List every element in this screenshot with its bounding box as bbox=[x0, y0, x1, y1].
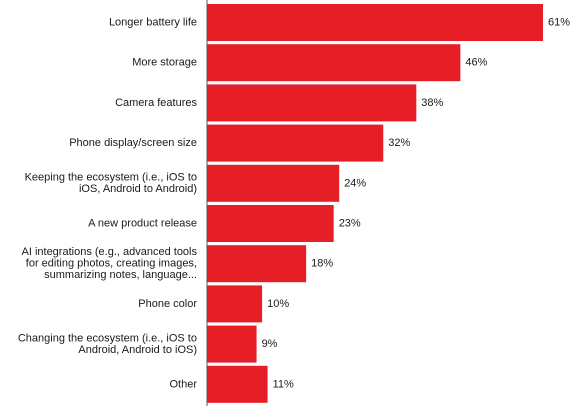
category-label-line: iOS, Android to Android) bbox=[79, 183, 197, 195]
value-label: 10% bbox=[267, 298, 289, 310]
category-label: Camera features bbox=[115, 97, 197, 109]
category-label: A new product release bbox=[88, 218, 197, 230]
category-label: Longer battery life bbox=[109, 17, 197, 29]
bar bbox=[207, 124, 384, 162]
value-label: 46% bbox=[465, 57, 487, 69]
category-label-line: for editing photos, creating images, bbox=[26, 258, 197, 270]
bar bbox=[207, 164, 340, 202]
category-label-line: Changing the ecosystem (i.e., iOS to bbox=[18, 332, 197, 344]
category-label-line: Camera features bbox=[115, 97, 197, 109]
value-label: 18% bbox=[311, 258, 333, 270]
bars-group: 61% Longer battery life 46% More storage 38%… bbox=[18, 4, 570, 403]
value-label: 11% bbox=[273, 378, 294, 390]
bar bbox=[207, 84, 417, 122]
category-label-line: AI integrations (e.g., advanced tools bbox=[22, 246, 198, 258]
value-label: 32% bbox=[388, 137, 410, 149]
value-label: 23% bbox=[339, 218, 361, 230]
value-label: 38% bbox=[421, 97, 443, 109]
category-label: AI integrations (e.g., advanced tools for… bbox=[22, 246, 198, 281]
bar bbox=[207, 325, 257, 363]
bar bbox=[207, 205, 334, 242]
category-label-line: A new product release bbox=[88, 218, 197, 230]
bar bbox=[207, 365, 268, 403]
category-label-line: Phone display/screen size bbox=[69, 137, 197, 149]
category-label-line: Other bbox=[169, 378, 197, 390]
bar bbox=[207, 44, 461, 82]
category-label-line: Keeping the ecosystem (i.e., iOS to bbox=[25, 172, 197, 184]
category-label-line: Android, Android to iOS) bbox=[78, 344, 197, 356]
category-label: Phone display/screen size bbox=[69, 137, 197, 149]
category-label: Changing the ecosystem (i.e., iOS to Andr… bbox=[18, 332, 197, 356]
bar bbox=[207, 4, 543, 41]
category-label: More storage bbox=[132, 57, 197, 69]
value-label: 24% bbox=[344, 177, 366, 189]
category-label-line: Longer battery life bbox=[109, 17, 197, 29]
value-label: 9% bbox=[262, 338, 278, 350]
category-label-line: More storage bbox=[132, 57, 197, 69]
category-label: Keeping the ecosystem (i.e., iOS to iOS, … bbox=[25, 172, 197, 196]
category-label-line: Phone color bbox=[138, 298, 197, 310]
bar bbox=[207, 285, 263, 323]
category-label-line: summarizing notes, language... bbox=[44, 269, 197, 281]
value-label: 61% bbox=[548, 17, 570, 29]
bar bbox=[207, 245, 307, 283]
category-label: Other bbox=[169, 378, 197, 390]
category-label: Phone color bbox=[138, 298, 197, 310]
